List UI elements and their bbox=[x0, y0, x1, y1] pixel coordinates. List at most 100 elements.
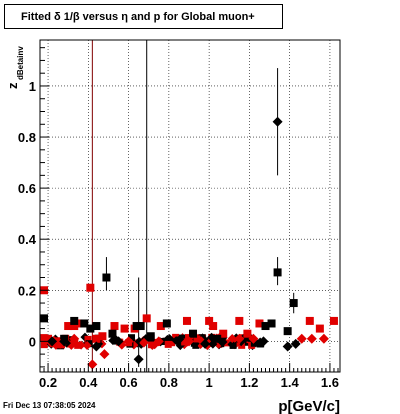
timestamp: Fri Dec 13 07:38:05 2024 bbox=[3, 401, 96, 410]
band-diamond-marker bbox=[227, 339, 237, 349]
data-point-diamond bbox=[282, 341, 293, 352]
data-point-diamond bbox=[248, 333, 259, 344]
data-point-square bbox=[132, 322, 141, 331]
y-tick-label: 0.8 bbox=[18, 130, 36, 145]
y-tick-label: 0.2 bbox=[18, 283, 36, 298]
data-point-diamond bbox=[200, 338, 211, 349]
data-point-square bbox=[92, 334, 101, 343]
y-axis-title: z bbox=[5, 82, 20, 89]
x-tick-label: 1 bbox=[206, 375, 213, 390]
band-square-marker bbox=[190, 339, 198, 347]
x-axis-title: p[GeV/c] bbox=[278, 398, 340, 414]
data-point-diamond bbox=[234, 333, 245, 344]
x-tick-label: 0.2 bbox=[39, 375, 57, 390]
data-point-diamond bbox=[318, 333, 329, 344]
band-diamond-marker bbox=[139, 337, 149, 347]
data-point-diamond bbox=[153, 336, 164, 347]
data-point-diamond bbox=[306, 333, 317, 344]
data-point-square bbox=[283, 327, 292, 336]
data-point-square bbox=[86, 324, 95, 333]
band-square-marker bbox=[84, 336, 92, 344]
data-point-square bbox=[156, 322, 165, 331]
data-point-square bbox=[315, 324, 324, 333]
data-point-diamond bbox=[47, 336, 58, 347]
x-tick-label: 1.2 bbox=[240, 375, 258, 390]
data-point-square bbox=[162, 319, 171, 328]
band-square-marker bbox=[40, 334, 48, 342]
data-point-square bbox=[235, 316, 244, 325]
data-point-square bbox=[120, 324, 129, 333]
data-point-square bbox=[142, 314, 151, 323]
data-point-square bbox=[102, 273, 111, 282]
data-point-diamond bbox=[258, 336, 269, 347]
y-tick-label: 1 bbox=[29, 79, 36, 94]
data-point-square bbox=[243, 329, 252, 338]
data-point-square bbox=[213, 334, 222, 343]
band-square-marker bbox=[193, 335, 201, 343]
markers-layer bbox=[40, 116, 338, 370]
data-point-square bbox=[136, 322, 145, 331]
band-square-marker bbox=[164, 340, 172, 348]
data-point-diamond bbox=[69, 333, 80, 344]
y-tick-label: 0 bbox=[29, 334, 36, 349]
band-square-marker bbox=[40, 341, 48, 349]
data-point-square bbox=[86, 283, 95, 292]
band-square-marker bbox=[128, 334, 136, 342]
band-square-marker bbox=[250, 339, 258, 347]
data-point-square bbox=[74, 319, 83, 328]
data-point-diamond bbox=[87, 359, 98, 370]
data-point-diamond bbox=[272, 116, 283, 127]
data-point-diamond bbox=[296, 333, 307, 344]
data-point-square bbox=[189, 329, 198, 338]
data-point-square bbox=[267, 319, 276, 328]
x-tick-label: 1.4 bbox=[281, 375, 300, 390]
chart-title: Fitted δ 1/β versus η and p for Global m… bbox=[21, 11, 255, 23]
data-point-diamond bbox=[290, 338, 301, 349]
data-point-diamond bbox=[59, 336, 70, 347]
band-diamond-marker bbox=[227, 334, 237, 344]
band-diamond-marker bbox=[175, 334, 185, 344]
band-square-marker bbox=[245, 334, 253, 342]
axis-labels-layer: 0.2 0.4 0.6 0.8 1 1.2 1.4 1.6 0 0.2 0.4 0.6 0.8 1 p[Ge… bbox=[5, 46, 340, 414]
data-point-diamond bbox=[133, 354, 144, 365]
plot-frame bbox=[39, 39, 341, 373]
band-diamond-marker bbox=[82, 341, 92, 351]
axis-ticks-layer bbox=[40, 47, 339, 372]
data-point-diamond bbox=[91, 341, 102, 352]
data-point-diamond bbox=[113, 336, 124, 347]
x-tick-label: 1.6 bbox=[321, 375, 339, 390]
data-point-square bbox=[110, 322, 119, 331]
data-point-square bbox=[182, 316, 191, 325]
x-tick-label: 0.6 bbox=[120, 375, 138, 390]
data-point-square bbox=[329, 316, 338, 325]
data-point-square bbox=[146, 332, 155, 341]
band-square-marker bbox=[256, 340, 264, 348]
band-square-marker bbox=[74, 341, 82, 349]
y-tick-label: 0.4 bbox=[18, 232, 37, 247]
data-point-square bbox=[98, 332, 107, 341]
x-tick-label: 0.4 bbox=[79, 375, 98, 390]
data-point-square bbox=[40, 314, 49, 323]
data-point-square bbox=[289, 299, 298, 308]
y-axis-title-subscript: dBetainv bbox=[16, 46, 25, 80]
band-square-marker bbox=[66, 340, 74, 348]
data-point-diamond bbox=[55, 338, 66, 349]
data-point-square bbox=[64, 322, 73, 331]
data-point-square bbox=[273, 268, 282, 277]
data-point-diamond bbox=[123, 336, 134, 347]
data-point-square bbox=[305, 316, 314, 325]
x-tick-label: 0.8 bbox=[160, 375, 178, 390]
data-point-square bbox=[219, 329, 228, 338]
band-square-marker bbox=[148, 341, 156, 349]
data-point-square bbox=[209, 322, 218, 331]
data-point-diamond bbox=[183, 336, 194, 347]
data-point-square bbox=[70, 322, 79, 331]
title-box: Fitted δ 1/β versus η and p for Global m… bbox=[4, 4, 283, 29]
data-point-square bbox=[205, 316, 214, 325]
data-point-square bbox=[80, 319, 89, 328]
data-point-square bbox=[70, 316, 79, 325]
data-point-diamond bbox=[99, 349, 110, 360]
data-point-square bbox=[92, 322, 101, 331]
y-tick-label: 0.6 bbox=[18, 181, 36, 196]
